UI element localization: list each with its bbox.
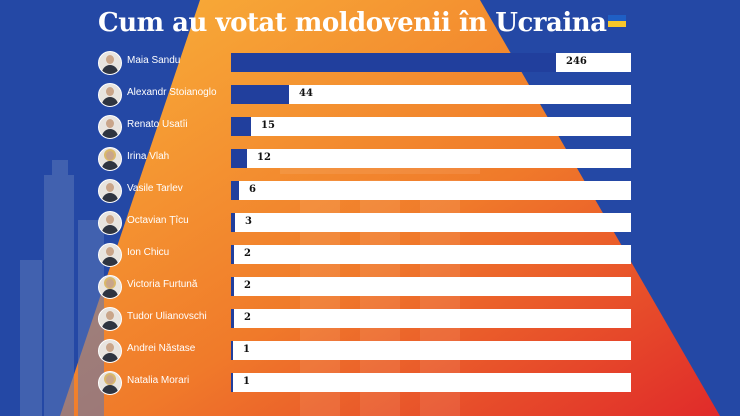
candidate-avatar	[98, 243, 122, 267]
bar	[231, 53, 556, 72]
bar-row: Ion Chicu 2	[0, 243, 740, 267]
bar-row: Tudor Ulianovschi 2	[0, 307, 740, 331]
bar-row: Andrei Năstase 1	[0, 339, 740, 363]
bar-track: 2	[231, 309, 631, 328]
bar-track: 1	[231, 373, 631, 392]
data-label: 1	[243, 376, 250, 387]
data-label: 246	[566, 56, 587, 67]
data-label: 12	[257, 152, 271, 163]
bar-track: 6	[231, 181, 631, 200]
bar	[231, 309, 234, 328]
candidate-avatar	[98, 339, 122, 363]
bar	[231, 213, 235, 232]
candidate-avatar	[98, 179, 122, 203]
bar	[231, 245, 234, 264]
data-label: 2	[244, 312, 251, 323]
bar-row: Irina Vlah 12	[0, 147, 740, 171]
bar	[231, 85, 289, 104]
data-label: 3	[245, 216, 252, 227]
bar	[231, 181, 239, 200]
bar-row: Octavian Țîcu 3	[0, 211, 740, 235]
bar-track: 2	[231, 277, 631, 296]
data-label: 1	[243, 344, 250, 355]
bar-track: 246	[231, 53, 631, 72]
data-label: 44	[299, 88, 313, 99]
category-label: Vasile Tarlev	[127, 183, 183, 194]
category-label: Ion Chicu	[127, 247, 170, 258]
data-label: 2	[244, 248, 251, 259]
ukraine-flag-icon	[608, 15, 627, 27]
bar-track: 15	[231, 117, 631, 136]
bar-track: 2	[231, 245, 631, 264]
data-label: 6	[249, 184, 256, 195]
category-label: Octavian Țîcu	[127, 215, 189, 226]
bar-row: Maia Sandu 246	[0, 51, 740, 75]
bar-row: Natalia Morari 1	[0, 371, 740, 395]
candidate-avatar	[98, 307, 122, 331]
category-label: Victoria Furtună	[127, 279, 198, 290]
bar-row: Renato Usatîi 15	[0, 115, 740, 139]
bar-track: 44	[231, 85, 631, 104]
candidate-avatar	[98, 83, 122, 107]
data-label: 2	[244, 280, 251, 291]
category-label: Maia Sandu	[127, 55, 181, 66]
bar-track: 12	[231, 149, 631, 168]
candidate-avatar	[98, 211, 122, 235]
candidate-avatar	[98, 371, 122, 395]
category-label: Andrei Năstase	[127, 343, 196, 354]
bar-row: Victoria Furtună 2	[0, 275, 740, 299]
bar	[231, 373, 233, 392]
bar-track: 3	[231, 213, 631, 232]
candidate-avatar	[98, 275, 122, 299]
bar-row: Vasile Tarlev 6	[0, 179, 740, 203]
bar-track: 1	[231, 341, 631, 360]
chart-title: Cum au votat moldovenii în Ucraina	[98, 8, 627, 38]
candidate-avatar	[98, 51, 122, 75]
bar	[231, 117, 251, 136]
category-label: Tudor Ulianovschi	[127, 311, 207, 322]
data-label: 15	[261, 120, 275, 131]
bar	[231, 149, 247, 168]
chart-title-text: Cum au votat moldovenii în Ucraina	[98, 8, 607, 38]
category-label: Renato Usatîi	[127, 119, 188, 130]
category-label: Irina Vlah	[127, 151, 170, 162]
category-label: Alexandr Stoianoglo	[127, 87, 217, 98]
candidate-avatar	[98, 147, 122, 171]
candidate-avatar	[98, 115, 122, 139]
bar	[231, 277, 234, 296]
bar-row: Alexandr Stoianoglo 44	[0, 83, 740, 107]
bar	[231, 341, 233, 360]
category-label: Natalia Morari	[127, 375, 190, 386]
